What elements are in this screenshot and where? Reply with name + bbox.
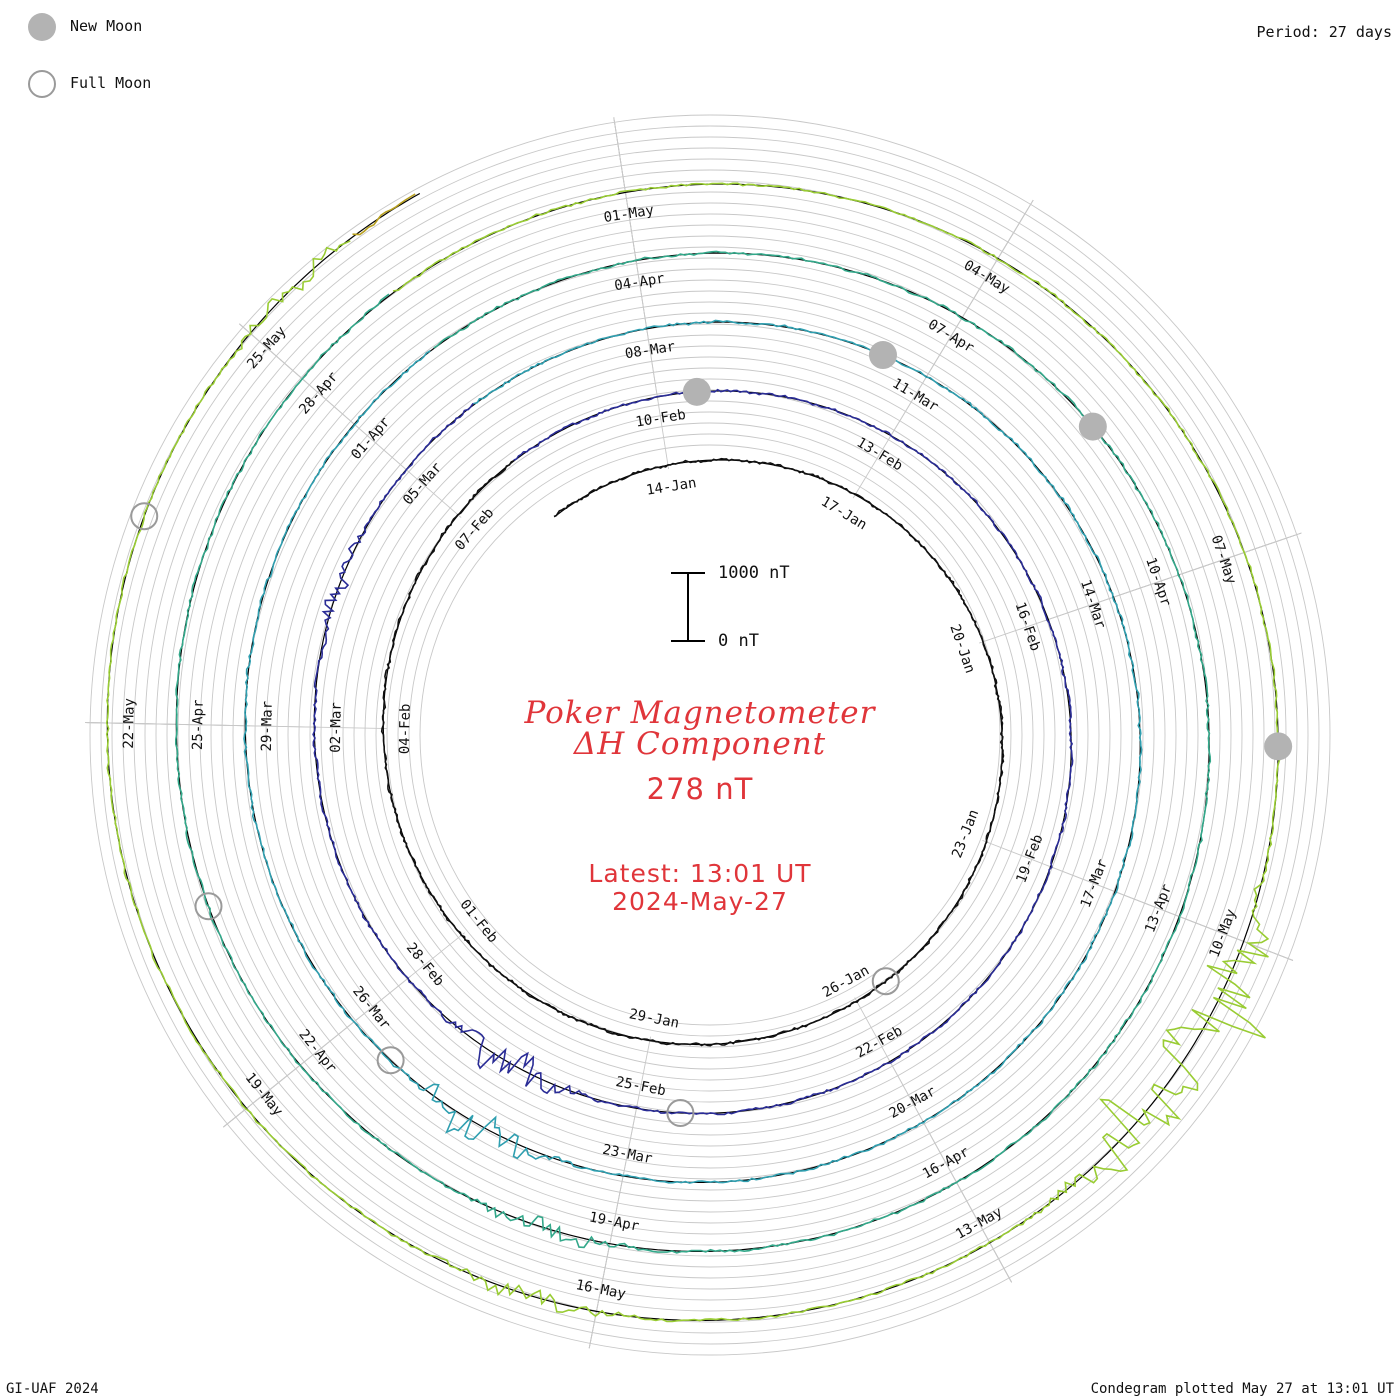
chart-title: Poker Magnetometer bbox=[524, 695, 876, 731]
legend-new-moon-label: New Moon bbox=[70, 17, 143, 35]
period-label: Period: 27 days bbox=[1256, 23, 1392, 41]
grid-circle bbox=[287, 312, 1133, 1158]
date-label: 20-Jan bbox=[946, 622, 978, 675]
date-label: 08-Mar bbox=[624, 339, 676, 363]
date-label: 19-May bbox=[242, 1070, 286, 1119]
trace-series-6 bbox=[352, 193, 416, 236]
grid-circle bbox=[408, 433, 1012, 1037]
latest-time: Latest: 13:01 UT bbox=[588, 859, 812, 888]
grid-circle bbox=[111, 136, 1309, 1334]
grid-circle bbox=[419, 444, 1001, 1026]
grid-circle bbox=[375, 400, 1045, 1070]
new-moon-marker bbox=[1264, 732, 1293, 761]
trace-series-1 bbox=[380, 457, 1005, 1047]
date-label: 14-Mar bbox=[1077, 578, 1109, 631]
date-label: 13-May bbox=[953, 1204, 1005, 1242]
day-spoke bbox=[588, 1307, 598, 1349]
scale-bar-bottom-label: 0 nT bbox=[718, 631, 759, 651]
date-label: 16-May bbox=[574, 1277, 627, 1302]
grid-circle bbox=[188, 213, 1232, 1257]
grid-circle bbox=[122, 147, 1298, 1323]
day-spoke bbox=[995, 199, 1034, 263]
new-moon-icon bbox=[28, 13, 56, 41]
grid-circle bbox=[232, 257, 1188, 1213]
date-label: 26-Mar bbox=[349, 983, 393, 1032]
date-label: 20-Mar bbox=[887, 1083, 939, 1121]
new-moon-marker bbox=[682, 377, 711, 406]
date-label: 17-Jan bbox=[818, 494, 870, 534]
grid-rings bbox=[89, 114, 1331, 1356]
full-moon-marker bbox=[130, 502, 159, 531]
date-label: 26-Jan bbox=[820, 963, 872, 1001]
date-label: 29-Mar bbox=[259, 701, 276, 752]
chart-subtitle: ΔH Component bbox=[573, 726, 827, 762]
full-moon-marker bbox=[871, 967, 900, 996]
grid-circle bbox=[320, 345, 1100, 1125]
plotted-timestamp: Condegram plotted May 27 at 13:01 UT bbox=[1090, 1381, 1394, 1397]
date-label: 10-Apr bbox=[1142, 555, 1174, 608]
day-spoke bbox=[987, 1239, 1013, 1283]
full-moon-marker bbox=[376, 1046, 405, 1075]
date-label: 04-Apr bbox=[613, 271, 665, 295]
date-label: 02-Mar bbox=[328, 702, 345, 753]
grid-circle bbox=[309, 334, 1111, 1136]
trace-series-5 bbox=[105, 182, 1281, 1323]
grid-circle bbox=[166, 191, 1254, 1279]
grid-circle bbox=[155, 180, 1265, 1290]
grid-circle bbox=[397, 422, 1023, 1048]
date-label: 22-May bbox=[121, 698, 138, 749]
date-label: 25-Apr bbox=[190, 699, 207, 750]
date-label: 14-Jan bbox=[645, 475, 697, 499]
grid-circle bbox=[199, 224, 1221, 1246]
date-label: 01-Apr bbox=[348, 414, 393, 463]
date-label: 10-Feb bbox=[634, 407, 686, 431]
grid-circle bbox=[254, 279, 1166, 1191]
full-moon-marker bbox=[194, 892, 223, 921]
new-moon-marker bbox=[1078, 412, 1107, 441]
trace-series-4 bbox=[175, 250, 1212, 1254]
date-label: 22-Feb bbox=[853, 1023, 905, 1061]
grid-circle bbox=[265, 290, 1155, 1180]
date-label: 01-May bbox=[603, 202, 655, 226]
grid-circle bbox=[100, 125, 1320, 1345]
scale-bar-top-label: 1000 nT bbox=[718, 563, 790, 583]
scale-bar bbox=[671, 572, 705, 642]
date-label: 04-Feb bbox=[397, 703, 414, 754]
date-label: 23-Jan bbox=[949, 807, 982, 860]
legend-full-moon-label: Full Moon bbox=[70, 74, 152, 92]
grid-circle bbox=[177, 202, 1243, 1268]
grid-circle bbox=[221, 246, 1199, 1224]
latest-timestamp-block: Latest: 13:01 UT 2024-May-27 bbox=[0, 860, 1400, 916]
date-label: 23-Mar bbox=[601, 1142, 654, 1167]
date-label: 11-Mar bbox=[889, 375, 941, 415]
trace-series bbox=[105, 182, 1281, 1323]
credit-label: GI-UAF 2024 bbox=[6, 1381, 99, 1397]
new-moon-marker bbox=[868, 341, 897, 370]
grid-circle bbox=[353, 378, 1067, 1092]
date-label: 07-Apr bbox=[925, 316, 977, 356]
current-value: 278 nT bbox=[646, 772, 754, 806]
trace-series-2 bbox=[312, 388, 1074, 1116]
date-label: 19-Apr bbox=[588, 1209, 641, 1234]
date-label: 05-Mar bbox=[400, 460, 445, 509]
day-spoke bbox=[1240, 532, 1302, 555]
latest-date: 2024-May-27 bbox=[612, 887, 788, 916]
date-label: 16-Feb bbox=[1012, 600, 1044, 653]
day-spoke bbox=[613, 117, 627, 197]
grid-circle bbox=[89, 114, 1331, 1356]
full-moon-marker bbox=[666, 1099, 695, 1128]
grid-circle bbox=[342, 367, 1078, 1103]
moon-markers bbox=[130, 341, 1293, 1128]
grid-circle bbox=[276, 301, 1144, 1169]
date-label: 29-Jan bbox=[628, 1006, 681, 1031]
grid-circle bbox=[298, 323, 1122, 1147]
full-moon-icon bbox=[28, 70, 56, 98]
grid-circle bbox=[386, 411, 1034, 1059]
chart-title-block: Poker Magnetometer ΔH Component 278 nT bbox=[0, 695, 1400, 807]
